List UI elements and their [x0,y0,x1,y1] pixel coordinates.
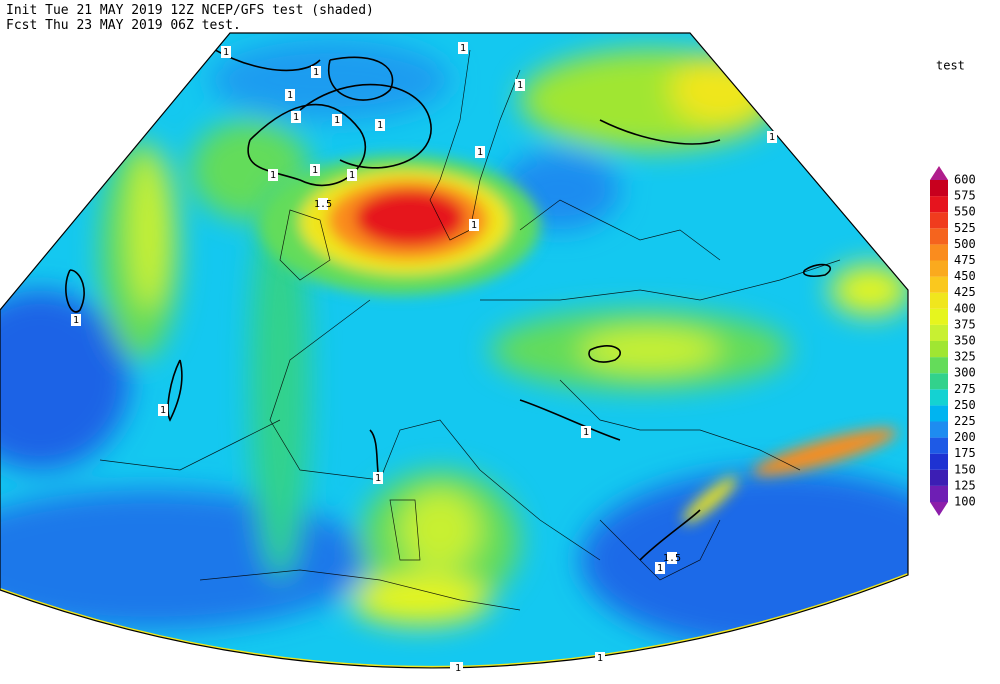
colorbar-label: 450 [954,269,976,283]
contour-label-bg [268,169,278,181]
colorbar-label: 600 [954,173,976,187]
colorbar-label: 250 [954,398,976,412]
contour-label: 1 [334,115,340,126]
colorbar-swatch [930,244,948,261]
contour-label-bg [469,219,479,231]
contour-label-bg [221,46,231,58]
contour-label: 1 [455,663,461,674]
colorbar-label: 525 [954,221,976,235]
contour-label-bg [310,164,320,176]
colorbar-swatch [930,469,948,486]
colorbar-label: 275 [954,382,976,396]
contour-label: 1 [160,405,166,416]
colorbar-label: 300 [954,366,976,380]
colorbar-swatch [930,180,948,197]
contour-label: 1 [597,653,603,664]
colorbar-swatch [930,324,948,341]
contour-label: 1 [657,563,663,574]
colorbar-label: 325 [954,350,976,364]
contour-label: 1 [471,220,477,231]
contour-label: 1 [312,165,318,176]
colorbar-swatch [930,196,948,213]
header-line: Init Tue 21 MAY 2019 12Z NCEP/GFS test (… [6,3,374,18]
map-field [0,33,908,668]
contour-label-bg [373,472,383,484]
contour-label: 1 [287,90,293,101]
colorbar-label: 375 [954,317,976,331]
contour-label: 1 [73,315,79,326]
contour-label-bg [71,314,81,326]
colorbar-swatch [930,389,948,406]
contour-label-bg [285,89,295,101]
colorbar-swatch [930,276,948,293]
colorbar-label: 100 [954,495,976,509]
colorbar-swatch [930,405,948,422]
contour-label-bg [158,404,168,416]
colorbar-end [930,502,948,516]
colorbar-swatch [930,373,948,390]
contour-label: 1 [270,170,276,181]
colorbar-label: 475 [954,253,976,267]
contour-label-bg [515,79,525,91]
contour-label: 1.5 [663,553,681,564]
domain-border [0,32,909,669]
header-line: Fcst Thu 23 MAY 2019 06Z test. [6,18,241,33]
contour-label: 1 [769,132,775,143]
contour-label: 1 [375,473,381,484]
contour-label-bg [475,146,485,158]
colorbar-swatch [930,308,948,325]
contour-label-bg [311,66,321,78]
contour-label: 1 [377,120,383,131]
contour-label: 1 [583,427,589,438]
colorbar-swatch [930,292,948,309]
colorbar-swatch [930,437,948,454]
colorbar-label: 400 [954,301,976,315]
contour-label-bg [453,662,463,674]
colorbar-label: 425 [954,285,976,299]
contour-label-bg [458,42,468,54]
contour-label-bg [667,552,677,564]
colorbar-swatch [930,453,948,470]
colorbar-swatch [930,212,948,229]
contour-label: 1 [293,112,299,123]
colorbar-end [930,166,948,180]
colorbar-label: 350 [954,334,976,348]
colorbar-label: 175 [954,446,976,460]
colorbar-label: 125 [954,478,976,492]
colorbar-label: 500 [954,237,976,251]
colorbar-swatch [930,421,948,438]
colorbar-label: 150 [954,462,976,476]
colorbar-label: 200 [954,430,976,444]
colorbar-swatch [930,260,948,277]
contour-label: 1 [313,67,319,78]
contour-label-bg [347,169,357,181]
contour-label: 1 [477,147,483,158]
legend-title: test [936,59,965,73]
colorbar-swatch [930,341,948,358]
contour-label-bg [595,652,605,664]
contour-label-bg [332,114,342,126]
colorbar-swatch [930,485,948,502]
colorbar: 100 125 150 175 200 225 250 275 300 325 350 375 400 4… [930,166,976,516]
contour-label-bg [767,131,777,143]
colorbar-swatch [930,357,948,374]
contour-label-bg [655,562,665,574]
contour-label-bg [291,111,301,123]
contour-label-bg [318,198,328,210]
colorbar-label: 550 [954,205,976,219]
contour-label-bg [581,426,591,438]
contour-label: 1 [349,170,355,181]
contour-label: 1.5 [314,199,332,210]
contour-label: 1 [517,80,523,91]
contour-label: 1 [223,47,229,58]
contour-label-bg [375,119,385,131]
colorbar-swatch [930,228,948,245]
colorbar-label: 575 [954,189,976,203]
colorbar-label: 225 [954,414,976,428]
contour-label: 1 [460,43,466,54]
